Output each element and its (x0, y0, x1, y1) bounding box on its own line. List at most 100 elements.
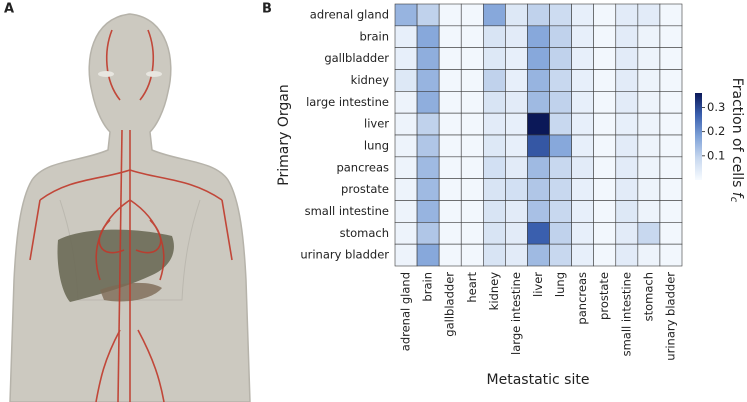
y-tick-label: stomach (340, 226, 389, 240)
heatmap-cell (571, 134, 594, 158)
heatmap-cell (394, 178, 418, 201)
heatmap-cell (637, 91, 661, 114)
heatmap-cell (416, 3, 440, 27)
heatmap-cell (438, 91, 462, 114)
heatmap-cell (593, 134, 617, 158)
heatmap-cell (416, 178, 440, 201)
heatmap-cell (460, 134, 484, 158)
heatmap-cell (505, 69, 528, 92)
heatmap-cell (593, 222, 617, 245)
body-illustration (9, 13, 251, 402)
heatmap-cell (527, 178, 550, 201)
heatmap-cell (527, 91, 550, 114)
heatmap-cell (615, 112, 639, 136)
x-tick-label: kidney (487, 272, 501, 311)
heatmap-cell (571, 156, 594, 179)
heatmap-cell (438, 25, 462, 48)
heatmap-cell (615, 178, 639, 201)
heatmap-cell (438, 243, 462, 267)
heatmap-cell (593, 156, 617, 179)
heatmap-cell (394, 25, 418, 48)
heatmap-cell (416, 25, 440, 48)
heatmap-cell (571, 91, 594, 114)
heatmap-cell (571, 47, 594, 70)
heatmap-cell (593, 243, 617, 267)
heatmap-cell (637, 47, 661, 70)
y-tick-label: liver (364, 117, 389, 131)
x-tick-label: small intestine (619, 272, 633, 356)
heatmap-cell (637, 222, 661, 245)
heatmap-cell (394, 3, 418, 27)
heatmap-cell (549, 25, 572, 48)
heatmap-cell (505, 91, 528, 114)
heatmap-cell (505, 178, 528, 201)
heatmap-cell (659, 25, 683, 48)
x-tick-label: adrenal gland (399, 272, 413, 351)
heatmap-cell (659, 134, 683, 158)
x-tick-label: prostate (597, 272, 611, 320)
heatmap-cell (483, 134, 506, 158)
heatmap-cell (438, 200, 462, 223)
heatmap-cell (416, 243, 440, 267)
x-tick-label: lung (553, 272, 567, 297)
x-tick-label: brain (421, 272, 435, 302)
panel-label: A (4, 2, 14, 17)
heatmap-cell (637, 69, 661, 92)
heatmap-cell (460, 69, 484, 92)
heatmap-cell (460, 112, 484, 136)
heatmap-cell (571, 200, 594, 223)
heatmap-cell (483, 178, 506, 201)
heatmap-cell (527, 134, 550, 158)
heatmap-cell (549, 3, 572, 27)
heatmap-cell (505, 47, 528, 70)
heatmap-cell (460, 47, 484, 70)
heatmap-cell (505, 200, 528, 223)
heatmap-cell (394, 91, 418, 114)
heatmap-cell (659, 243, 683, 267)
heatmap-cell (571, 25, 594, 48)
heatmap-cell (527, 25, 550, 48)
heatmap-cell (549, 200, 572, 223)
heatmap-cell (438, 47, 462, 70)
y-tick-label: large intestine (306, 95, 389, 109)
x-axis-title: Metastatic site (487, 372, 590, 388)
colorbar-tick-label: 0.3 (707, 100, 725, 114)
heatmap-cell (637, 134, 661, 158)
heatmap-cell (593, 178, 617, 201)
heatmap-cell (549, 156, 572, 179)
heatmap-cell (549, 91, 572, 114)
heatmap-cell (527, 243, 550, 267)
heatmap-cell (460, 91, 484, 114)
y-tick-label: prostate (341, 182, 389, 196)
heatmap-cell (416, 91, 440, 114)
heatmap-cell (571, 222, 594, 245)
heatmap-cell (460, 200, 484, 223)
heatmap-cell (527, 156, 550, 179)
heatmap-cell (505, 112, 528, 136)
heatmap-cell (571, 243, 594, 267)
colorbar-title-symbol: f (729, 192, 745, 199)
heatmap-cell (637, 243, 661, 267)
y-axis-title: Primary Organ (276, 84, 292, 185)
heatmap-cell (593, 25, 617, 48)
heatmap-cell (615, 25, 639, 48)
heatmap-cell (527, 69, 550, 92)
y-tick-label: lung (364, 138, 389, 152)
heatmap-cell (460, 25, 484, 48)
heatmap-cell (615, 222, 639, 245)
heatmap-cell (549, 178, 572, 201)
heatmap-cell (637, 200, 661, 223)
x-tick-label: large intestine (509, 272, 523, 355)
heatmap-cell (438, 222, 462, 245)
heatmap-cell (394, 243, 418, 267)
y-tick-label: kidney (351, 73, 390, 87)
heatmap-cell (416, 222, 440, 245)
heatmap-cell (615, 3, 639, 27)
heatmap-cell (527, 112, 550, 136)
heatmap-cell (593, 91, 617, 114)
heatmap-cell (505, 3, 528, 27)
heatmap-cell (527, 47, 550, 70)
heatmap-cell (438, 69, 462, 92)
heatmap-cell (549, 47, 572, 70)
heatmap-cell (637, 25, 661, 48)
